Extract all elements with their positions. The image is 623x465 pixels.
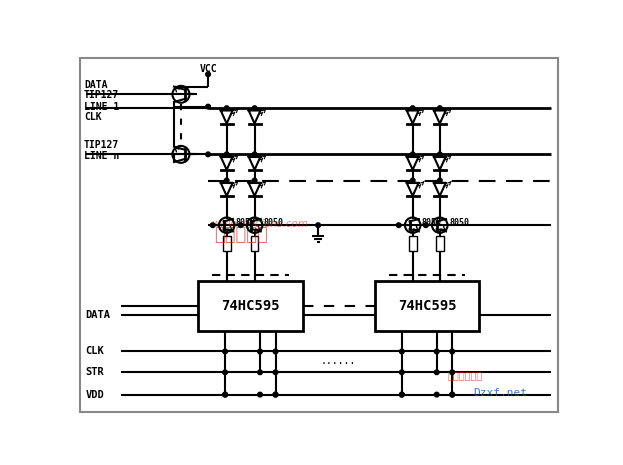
Text: 74HC595: 74HC595 (397, 299, 456, 313)
Text: CLK: CLK (85, 346, 105, 357)
Circle shape (224, 178, 229, 183)
Text: CLK: CLK (84, 113, 102, 122)
Text: LINE 1: LINE 1 (84, 102, 120, 113)
Bar (250, 236, 259, 252)
Text: 8050: 8050 (449, 219, 469, 227)
Text: LINE n: LINE n (84, 151, 120, 161)
Circle shape (223, 392, 227, 397)
Circle shape (450, 392, 455, 397)
Circle shape (437, 106, 442, 111)
Circle shape (434, 349, 439, 354)
Circle shape (411, 106, 415, 111)
Circle shape (273, 392, 278, 397)
Circle shape (399, 392, 404, 397)
Text: 8050: 8050 (422, 219, 442, 227)
Circle shape (224, 152, 229, 157)
Text: STR: STR (85, 367, 105, 377)
Circle shape (206, 152, 211, 157)
Text: DATA: DATA (84, 80, 108, 90)
Text: 电子开发社区: 电子开发社区 (448, 370, 483, 380)
Text: DATA: DATA (85, 310, 111, 320)
Circle shape (273, 392, 278, 397)
Circle shape (206, 72, 211, 77)
Bar (198, 281, 303, 332)
Circle shape (399, 370, 404, 375)
Text: TIP127: TIP127 (84, 140, 120, 150)
Text: 8050: 8050 (264, 219, 284, 227)
Bar (223, 236, 231, 252)
Circle shape (211, 223, 215, 227)
Circle shape (273, 349, 278, 354)
Bar (409, 236, 417, 252)
Text: VDD: VDD (85, 390, 105, 399)
Circle shape (223, 370, 227, 375)
Circle shape (437, 152, 442, 157)
Circle shape (223, 349, 227, 354)
Circle shape (316, 223, 320, 227)
Circle shape (258, 392, 262, 397)
Circle shape (399, 349, 404, 354)
Text: TIP127: TIP127 (84, 90, 120, 100)
Circle shape (450, 349, 455, 354)
Circle shape (258, 370, 262, 375)
Circle shape (434, 392, 439, 397)
Circle shape (434, 370, 439, 375)
Circle shape (399, 392, 404, 397)
Circle shape (258, 349, 262, 354)
Circle shape (252, 152, 257, 157)
Text: Dzxf.net: Dzxf.net (473, 388, 527, 398)
Circle shape (396, 223, 401, 227)
Text: VCC: VCC (199, 64, 217, 73)
Circle shape (437, 178, 442, 183)
Circle shape (450, 392, 455, 397)
Circle shape (224, 106, 229, 111)
Text: ......: ...... (321, 356, 356, 365)
Bar (436, 236, 444, 252)
Text: 8050: 8050 (236, 219, 256, 227)
Circle shape (424, 223, 428, 227)
Circle shape (239, 223, 243, 227)
Bar (374, 281, 479, 332)
Circle shape (411, 178, 415, 183)
Circle shape (252, 178, 257, 183)
Text: 电子发烧友: 电子发烧友 (214, 226, 267, 244)
Circle shape (450, 370, 455, 375)
Circle shape (273, 370, 278, 375)
Text: www.elecfans.com: www.elecfans.com (211, 219, 308, 229)
Circle shape (252, 106, 257, 111)
Circle shape (206, 104, 211, 109)
Circle shape (223, 392, 227, 397)
Text: 74HC595: 74HC595 (221, 299, 280, 313)
Circle shape (411, 152, 415, 157)
